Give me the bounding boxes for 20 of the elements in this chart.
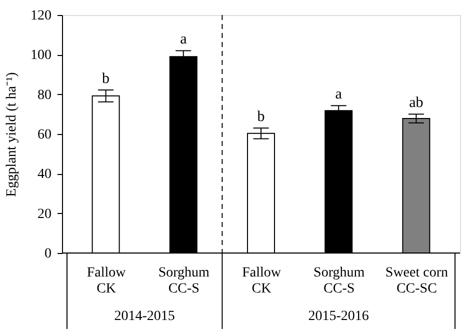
x-tick-label: Sorghum CC-S (314, 266, 365, 296)
x-tick-label: Sweet corn CC-SC (385, 266, 448, 296)
y-tick-label: 80 (38, 88, 52, 103)
y-tick-label: 100 (30, 48, 52, 64)
x-tick-label: Fallow CK (86, 266, 127, 296)
y-tick-label: 40 (38, 167, 52, 182)
data-label: b (257, 109, 265, 126)
text: 2015-2016 (308, 309, 369, 324)
y-tick-label: 20 (38, 206, 52, 222)
y-tick-label: 120 (30, 8, 52, 24)
text: 2014-2015 (114, 309, 175, 324)
data-label: a (335, 86, 342, 103)
data-label: ab (409, 95, 424, 112)
x-tick-label: Sorghum CC-S (158, 266, 210, 296)
data-label: a (180, 32, 188, 48)
x-tick-label: Fallow CK (242, 266, 282, 296)
data-label: b (102, 70, 110, 87)
y-axis-title: Eggplant yield (t ha⁻¹) (4, 72, 20, 197)
y-tick-label: 60 (38, 128, 52, 142)
y-tick-label: 0 (44, 246, 52, 262)
